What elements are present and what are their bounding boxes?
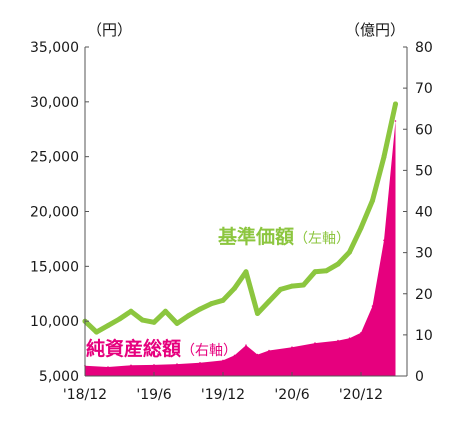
x-tick-label: '20/12 — [339, 387, 383, 403]
nav-point — [220, 297, 226, 303]
nav-point — [94, 329, 99, 335]
net-assets-series-axis-note: （右軸） — [181, 343, 237, 359]
right-tick-label: 60 — [415, 122, 433, 138]
net-assets-point — [153, 364, 155, 366]
axes — [84, 46, 408, 377]
net-assets-point — [383, 239, 385, 242]
right-axis-unit: （億円） — [345, 21, 405, 39]
left-tick-label: 5,000 — [39, 369, 79, 385]
nav-point — [105, 323, 111, 329]
net-assets-area — [85, 121, 396, 376]
x-tick-label: '19/12 — [201, 387, 245, 403]
nav-line — [82, 101, 398, 335]
nav-point — [335, 261, 341, 267]
right-tick-label: 40 — [415, 205, 433, 221]
net-assets-series-label: 純資産総額（右軸） — [86, 337, 237, 360]
net-assets-point — [348, 337, 351, 340]
nav-point — [128, 308, 134, 314]
net-assets-point — [314, 342, 316, 344]
nav-series-axis-note: （左軸） — [294, 231, 350, 247]
nav-point — [232, 285, 237, 291]
left-tick-label: 30,000 — [30, 95, 79, 111]
nav-series-label: 基準価額（左軸） — [217, 225, 350, 248]
nav-point — [174, 320, 180, 326]
nav-point — [347, 249, 352, 255]
left-axis-unit: （円） — [87, 21, 132, 39]
right-tick-label: 70 — [415, 81, 433, 97]
nav-point — [151, 319, 157, 325]
right-tick-label: 30 — [415, 246, 433, 262]
net-assets-point — [130, 364, 132, 367]
tick-labels: 5,000 10,000 15,000 20,000 25,000 30,000 35,00… — [30, 40, 433, 403]
nav-point — [278, 286, 283, 292]
net-assets-point — [268, 349, 270, 352]
net-assets-point — [176, 363, 178, 365]
net-assets-point — [371, 305, 374, 307]
left-tick-label: 35,000 — [30, 40, 79, 56]
nav-point — [381, 154, 387, 160]
left-tick-label: 25,000 — [30, 150, 79, 166]
nav-point — [312, 269, 318, 275]
right-tick-label: 80 — [415, 40, 433, 56]
nav-series-name: 基準価額 — [217, 225, 294, 248]
nav-point — [197, 306, 203, 312]
net-assets-point — [107, 366, 109, 368]
right-tick-label: 50 — [415, 163, 433, 179]
net-assets-point — [245, 344, 247, 347]
nav-point — [186, 313, 191, 319]
right-tick-label: 0 — [415, 369, 424, 385]
nav-point — [266, 298, 272, 304]
x-tick-label: '19/6 — [136, 387, 171, 403]
net-assets-point — [256, 353, 259, 356]
nav-point — [301, 282, 306, 288]
net-assets-point — [199, 362, 201, 364]
nav-point — [370, 198, 375, 203]
net-assets-point — [337, 339, 339, 342]
nav-line-layer — [82, 101, 398, 335]
net-assets-point — [291, 346, 293, 349]
left-tick-label: 15,000 — [30, 259, 79, 275]
nav-point — [243, 269, 249, 275]
nav-point — [140, 317, 145, 323]
net-assets-point — [394, 120, 397, 122]
nav-point — [289, 283, 295, 289]
left-tick-label: 20,000 — [30, 205, 79, 221]
nav-point — [255, 311, 260, 316]
nav-point — [117, 316, 122, 322]
net-assets-point — [360, 332, 362, 334]
left-tick-label: 10,000 — [30, 314, 79, 330]
x-tick-label: '20/6 — [274, 387, 309, 403]
net-assets-area-layer — [84, 120, 397, 376]
nav-point — [324, 268, 329, 274]
nav-point — [209, 301, 214, 307]
net-assets-point — [233, 354, 236, 357]
net-assets-point — [222, 359, 224, 362]
net-assets-series-name: 純資産総額 — [86, 337, 181, 360]
x-tick-label: '18/12 — [63, 387, 107, 403]
nav-point — [163, 308, 168, 314]
right-tick-label: 20 — [415, 287, 433, 303]
nav-point — [393, 101, 398, 107]
right-tick-label: 10 — [415, 328, 433, 344]
nav-point — [358, 225, 364, 231]
